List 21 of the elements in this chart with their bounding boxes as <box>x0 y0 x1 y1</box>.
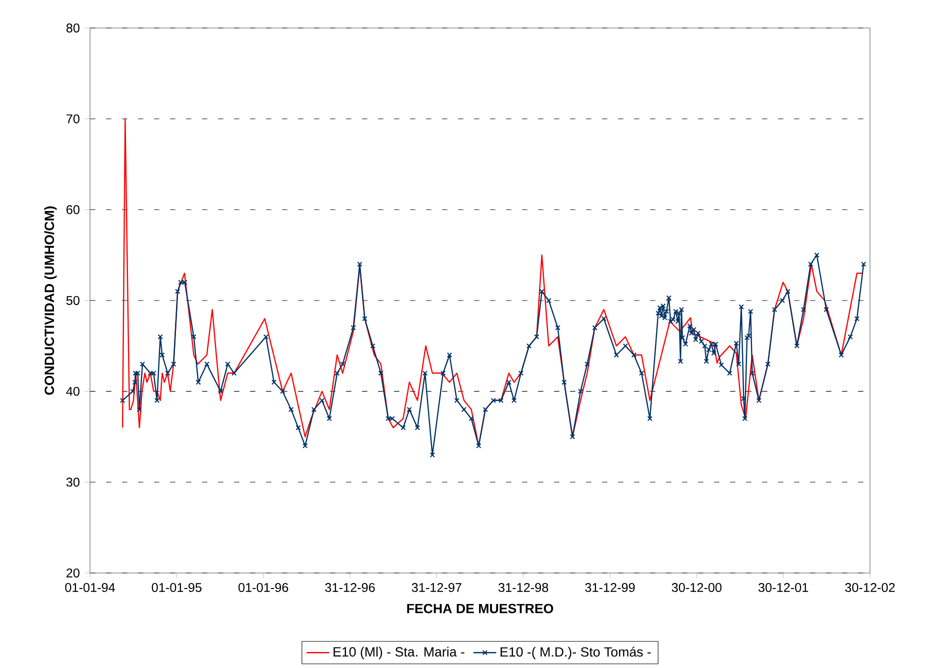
x-tick-label: 31-12-96 <box>325 583 375 592</box>
y-tick-label: 50 <box>66 296 80 305</box>
y-tick-label: 30 <box>66 478 80 487</box>
legend-label: E10 (Ml) - Sta. Maria - <box>334 646 464 660</box>
y-tick-label: 40 <box>66 386 80 396</box>
x-tick-label: 31-12-98 <box>498 583 548 592</box>
x-tick-label: 01-01-95 <box>152 583 202 592</box>
x-axis-title: FECHA DE MUESTREO <box>407 604 554 614</box>
x-tick-label: 31-12-99 <box>585 583 635 592</box>
y-axis-title: CONDUCTIVIDAD (UMHO/CM) <box>44 206 57 395</box>
x-tick-label: 30-12-01 <box>758 583 808 592</box>
legend-label: E10 -( M.D.)- Sto Tomás - <box>500 646 651 660</box>
y-tick-label: 80 <box>66 24 80 32</box>
y-tick-label: 60 <box>66 205 80 214</box>
x-tick-label: 30-12-02 <box>845 583 895 592</box>
x-tick-label: 01-01-94 <box>65 583 115 592</box>
x-tick-label: 31-12-97 <box>412 583 462 592</box>
y-tick-label: 70 <box>66 114 80 124</box>
x-tick-label: 01-01-96 <box>238 583 288 592</box>
x-tick-label: 30-12-00 <box>672 583 722 592</box>
y-tick-label: 20 <box>66 568 80 578</box>
